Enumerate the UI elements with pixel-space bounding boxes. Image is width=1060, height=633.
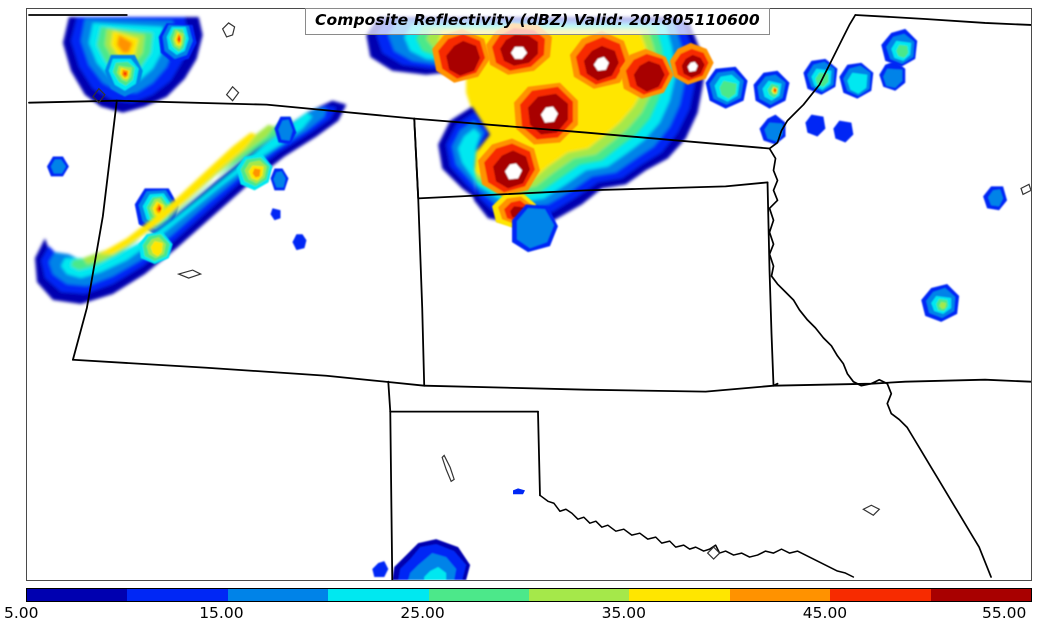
colorbar-tick-15: 15.00 [199, 604, 244, 622]
echo-mcs-core-north [486, 22, 552, 75]
colorbar-band-10-15 [127, 589, 228, 601]
colorbar-tick-55: 55.00 [982, 604, 1027, 622]
colorbar-band-5-10 [27, 589, 128, 601]
colorbar-tick-35: 35.00 [601, 604, 646, 622]
colorbar-band-15-20 [227, 589, 329, 601]
echo-colorado-band [34, 100, 347, 304]
echo-nw-core-a [104, 54, 143, 97]
echo-mcs-core-far-ne [669, 42, 714, 85]
colorbar-gradient [26, 588, 1032, 602]
echo-oklahoma-tiny [513, 488, 526, 495]
echo-mcs-east-blobs [705, 66, 790, 109]
colorbar-tick-45: 45.00 [802, 604, 848, 622]
echo-mcs-south-cell-b [512, 204, 558, 253]
colorbar [26, 588, 1032, 602]
echo-mcs-core-west [432, 28, 491, 83]
colorbar-band-25-30 [428, 589, 530, 601]
colorbar-band-45-50 [830, 589, 931, 601]
echo-band-cell-2 [138, 232, 173, 265]
colorbar-band-50-55 [930, 589, 1032, 601]
echo-mcs-core-ne [619, 48, 674, 99]
plot-title: Composite Reflectivity (dBZ) Valid: 2018… [305, 8, 770, 35]
colorbar-band-40-45 [729, 589, 831, 601]
colorbar-band-35-40 [629, 589, 730, 601]
map-panel [26, 8, 1032, 581]
colorbar-tick-5: 5.00 [4, 604, 39, 622]
echo-band-cell-1 [236, 154, 273, 191]
colorbar-tick-labels: 5.00 15.00 25.00 35.00 45.00 55.00 [4, 604, 1032, 630]
radar-reflectivity-layer [34, 16, 1008, 580]
echo-mcs-core-east [569, 30, 632, 89]
echo-texas-panhandle-cell [372, 539, 471, 580]
colorbar-tick-25: 25.00 [400, 604, 445, 622]
colorbar-band-20-25 [328, 589, 429, 601]
colorbar-band-30-35 [529, 589, 630, 601]
echo-nw-core-b [158, 22, 197, 63]
